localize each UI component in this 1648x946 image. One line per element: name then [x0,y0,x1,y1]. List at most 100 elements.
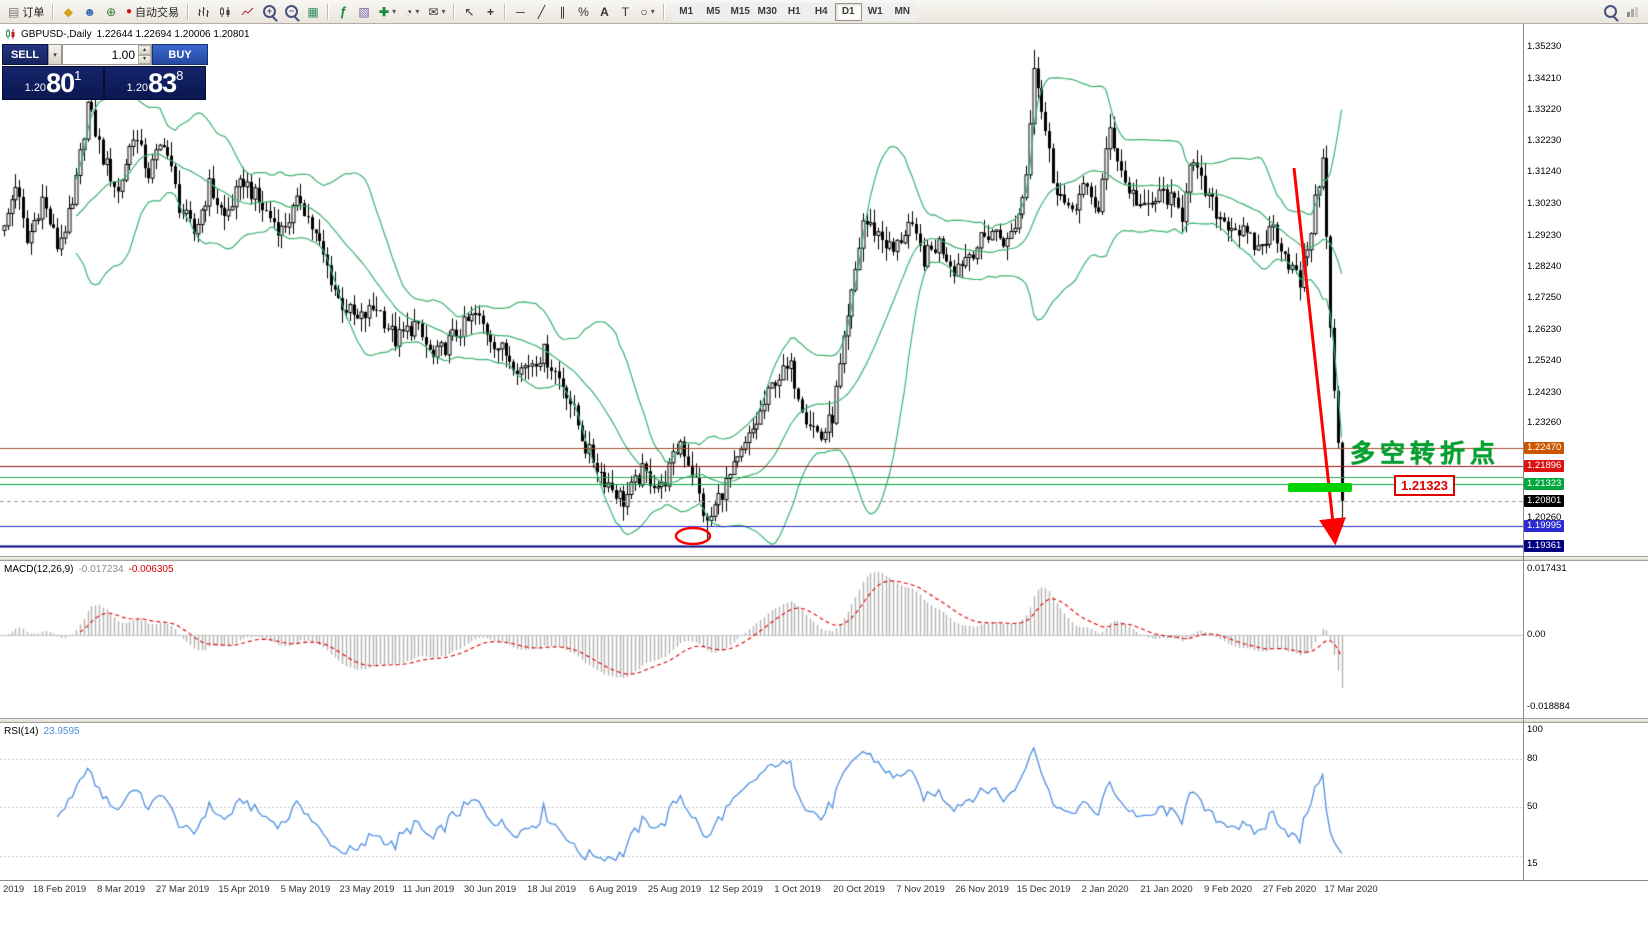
price-axis-label: 1.24230 [1527,386,1562,398]
lot-increase-button[interactable]: ▴ [138,45,151,55]
shapes-button[interactable]: ○ ▾ [636,2,658,22]
auto-trading-button[interactable]: ● 自动交易 [122,2,183,22]
cursor-button[interactable]: ↖ [459,2,479,22]
panel-separator[interactable] [0,556,1648,561]
channel-button[interactable]: ∥ [552,2,572,22]
indicators-icon: ƒ [339,4,347,19]
price-callout-label[interactable]: 1.21323 [1394,475,1455,496]
price-level-label: 1.20801 [1524,494,1565,507]
price-axis-label: 1.27250 [1527,291,1562,303]
search-button[interactable] [1600,2,1621,22]
buy-price-prefix: 1.20 [126,82,149,94]
accounts-icon: ☻ [83,4,96,19]
sell-price-display[interactable]: 1.20 80 1 [2,66,104,100]
macd-main-value: -0.017234 [78,564,124,575]
auto-trading-icon: ● [125,6,133,17]
date-axis-label: 2 Jan 2020 [1081,884,1129,895]
auto-arrange-button[interactable]: ▦ [303,2,323,22]
channel-icon: ∥ [559,4,566,19]
candlestick-chart-button[interactable] [215,2,236,22]
down-arrow-annotation[interactable] [1292,167,1346,546]
timeframe-button-M5[interactable]: M5 [699,2,727,21]
date-axis-label: 6 Aug 2019 [588,884,638,895]
toolbar-separator [52,3,55,20]
new-order-button[interactable]: ▤ 订单 [4,2,48,22]
sell-button[interactable]: SELL [2,44,48,65]
zoom-out-icon: − [285,5,299,18]
accounts-button[interactable]: ☻ [79,2,100,22]
date-axis-label: 15 Dec 2019 [1016,884,1071,895]
date-axis-label: 27 Mar 2019 [155,884,210,895]
date-axis-label: 26 Nov 2019 [955,884,1009,895]
rsi-value: 23.9595 [43,726,80,737]
price-axis-label: 1.23260 [1527,417,1562,429]
date-axis-label: 1 Oct 2019 [774,884,821,895]
timeframe-button-H4[interactable]: H4 [807,2,835,21]
date-axis-label: 27 Feb 2020 [1262,884,1317,895]
text-button[interactable]: A [594,2,614,22]
horizontal-line-button[interactable]: ─ [510,2,530,22]
price-level-label: 1.19995 [1524,520,1565,533]
text-label-button[interactable]: T [615,2,635,22]
indicators-button[interactable]: ƒ [333,2,353,22]
timeframe-button-MN[interactable]: MN [888,2,916,21]
price-axis-label: 1.35230 [1527,40,1562,52]
line-chart-button[interactable] [237,2,258,22]
macd-canvas[interactable] [0,561,1524,718]
date-axis-label: 8 Mar 2019 [96,884,146,895]
timeframe-button-D1[interactable]: D1 [834,2,862,21]
market-watch-icon: ◆ [63,4,73,19]
new-order-label: 订单 [22,6,45,19]
chevron-down-icon: ▾ [650,7,655,16]
fibonacci-icon: % [578,4,589,19]
trade-options-dropdown[interactable]: ▾ [48,44,62,65]
timeframe-button-M15[interactable]: M15 [726,2,754,21]
connection-button[interactable] [1622,2,1644,22]
zoom-in-button[interactable]: + [259,2,280,22]
timeframe-button-H1[interactable]: H1 [780,2,808,21]
crosshair-button[interactable]: + [480,2,500,22]
bar-chart-button[interactable] [193,2,214,22]
turning-point-annotation[interactable]: 多空转折点 [1350,440,1501,468]
horizontal-line-icon: ─ [516,4,525,19]
period-button[interactable]: ◔ ▾ [401,2,423,22]
support-highlight-bar[interactable] [1288,483,1352,492]
panel-separator[interactable] [0,718,1648,723]
toolbar-separator [504,3,507,20]
date-axis-label: 9 Feb 2020 [1203,884,1253,895]
fibonacci-button[interactable]: % [573,2,593,22]
timeframe-button-M1[interactable]: M1 [672,2,700,21]
price-chart-canvas[interactable] [0,24,1524,556]
price-axis-label: 1.28240 [1527,260,1562,272]
rsi-canvas[interactable] [0,723,1524,880]
date-axis-label: 7 Nov 2019 [896,884,945,895]
timeframe-button-W1[interactable]: W1 [861,2,889,21]
objects-list-button[interactable]: ▧ [354,2,374,22]
rsi-axis-label: 15 [1527,857,1538,869]
bar-chart-icon [198,6,210,17]
lot-decrease-button[interactable]: ▾ [138,54,151,64]
macd-name: MACD(12,26,9) [4,564,74,575]
ohlc-values: 1.22644 1.22694 1.20006 1.20801 [96,28,250,40]
lot-size-input[interactable] [63,45,138,64]
community-button[interactable]: ⊕ [101,2,121,22]
grid-icon: ▦ [307,4,319,19]
low-circle-annotation[interactable] [674,526,712,546]
zoom-out-button[interactable]: − [281,2,302,22]
toolbar-separator [187,3,190,20]
buy-button[interactable]: BUY [152,44,208,65]
new-chart-button[interactable]: ✚ ▾ [375,2,400,22]
market-watch-button[interactable]: ◆ [58,2,78,22]
macd-axis-label: 0.017431 [1527,562,1567,574]
lot-size-field: ▴ ▾ [62,44,152,65]
search-icon [1604,5,1617,18]
templates-button[interactable]: ✉ ▾ [424,2,449,22]
clock-icon: ◔ [405,4,413,19]
timeframe-button-M30[interactable]: M30 [753,2,781,21]
template-icon: ✉ [428,4,439,19]
timeframe-toolbar: M1 M5 M15 M30 H1 H4 D1 W1 MN [672,2,916,21]
main-toolbar: ▤ 订单 ◆ ☻ ⊕ ● 自动交易 + − ▦ ƒ ▧ ✚ ▾ ◔ ▾ ✉ ▾ ↖ + [0,0,1648,24]
globe-icon: ⊕ [105,4,117,19]
trendline-button[interactable]: ╱ [531,2,551,22]
buy-price-display[interactable]: 1.20 83 8 [104,66,206,100]
